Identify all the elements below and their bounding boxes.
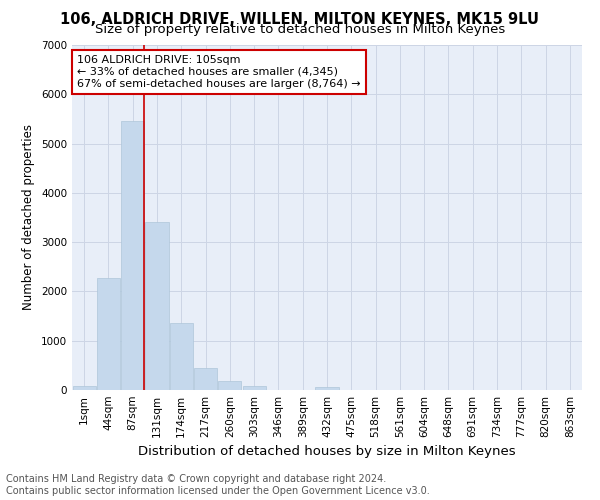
Text: 106, ALDRICH DRIVE, WILLEN, MILTON KEYNES, MK15 9LU: 106, ALDRICH DRIVE, WILLEN, MILTON KEYNE… bbox=[61, 12, 539, 28]
Bar bbox=[170, 324, 193, 390]
Bar bbox=[97, 278, 120, 390]
Text: 106 ALDRICH DRIVE: 105sqm
← 33% of detached houses are smaller (4,345)
67% of se: 106 ALDRICH DRIVE: 105sqm ← 33% of detac… bbox=[77, 56, 361, 88]
Bar bbox=[218, 382, 241, 390]
Bar bbox=[242, 386, 266, 390]
Bar bbox=[194, 368, 217, 390]
Text: Contains HM Land Registry data © Crown copyright and database right 2024.
Contai: Contains HM Land Registry data © Crown c… bbox=[6, 474, 430, 496]
Text: Size of property relative to detached houses in Milton Keynes: Size of property relative to detached ho… bbox=[95, 22, 505, 36]
X-axis label: Distribution of detached houses by size in Milton Keynes: Distribution of detached houses by size … bbox=[138, 446, 516, 458]
Bar bbox=[73, 386, 95, 390]
Bar bbox=[121, 122, 144, 390]
Bar bbox=[316, 387, 338, 390]
Y-axis label: Number of detached properties: Number of detached properties bbox=[22, 124, 35, 310]
Bar bbox=[145, 222, 169, 390]
